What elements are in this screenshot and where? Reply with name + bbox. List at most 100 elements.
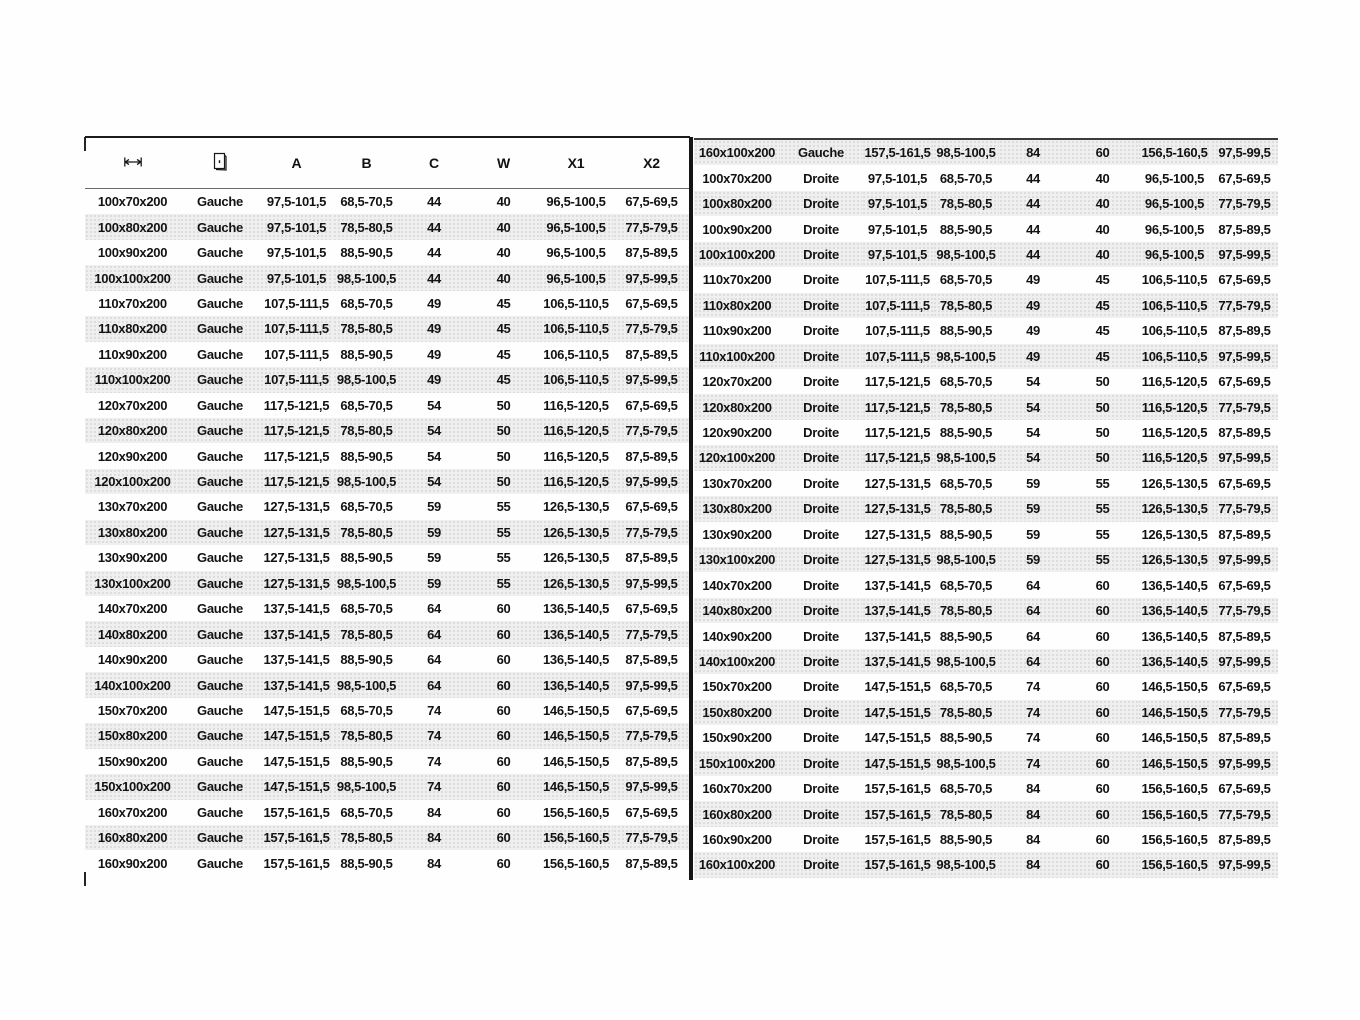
cell: 96,5-100,5 <box>1144 221 1205 237</box>
cell: 77,5-79,5 <box>613 417 690 444</box>
cell: Gauche <box>197 804 243 820</box>
cell: 117,5-121,5 <box>263 448 330 464</box>
cell: 49 <box>999 292 1067 319</box>
cell: 97,5-99,5 <box>613 468 690 495</box>
cell: 84 <box>427 804 441 820</box>
cell: 88,5-90,5 <box>939 628 993 644</box>
table-row: 160x90x200 Droite 157,5-161,5 88,5-90,5 84 60… <box>694 827 1278 852</box>
cell: 40 <box>1095 221 1110 237</box>
cell: Droite <box>803 425 839 441</box>
cell: 116,5-120,5 <box>1141 425 1208 441</box>
droite-table: 160x100x200 Gauche 157,5-161,5 98,5-100,5 84… <box>694 138 1278 878</box>
cell: 117,5-121,5 <box>862 445 933 471</box>
cell: 130x100x200 <box>694 547 780 573</box>
cell: 67,5-69,5 <box>625 702 678 718</box>
cell: 87,5-89,5 <box>625 346 678 362</box>
cell: 100x100x200 <box>85 265 180 291</box>
cell: 87,5-89,5 <box>1218 425 1271 441</box>
column-header-x2: X2 <box>613 137 690 189</box>
cell: 98,5-100,5 <box>333 774 400 800</box>
cell: 107,5-111,5 <box>865 323 930 339</box>
table-row: 140x100x200 Gauche 137,5-141,5 98,5-100,5 64… <box>85 672 690 698</box>
table-row: 100x100x200 Droite 97,5-101,5 98,5-100,5 44 4… <box>694 241 1278 268</box>
table-row: 150x70x200 Gauche 147,5-151,5 68,5-70,5 74 60… <box>85 698 690 723</box>
cell: Gauche <box>180 824 260 851</box>
cell: 146,5-150,5 <box>542 702 610 718</box>
cell: 156,5-160,5 <box>1138 852 1211 878</box>
cell: 49 <box>1026 323 1040 339</box>
cell: 140x90x200 <box>97 652 168 668</box>
cell: 45 <box>496 346 511 362</box>
cell: 140x100x200 <box>694 648 780 675</box>
cell: 156,5-160,5 <box>1141 781 1208 797</box>
table-row: 110x80x200 Droite 107,5-111,5 78,5-80,5 49 45… <box>694 292 1278 319</box>
cell: 49 <box>427 295 441 311</box>
cell: 68,5-70,5 <box>340 295 393 311</box>
cell: 50 <box>1095 425 1110 441</box>
cell: 106,5-110,5 <box>1138 343 1211 369</box>
cell: 55 <box>468 519 539 546</box>
table-row: 160x100x200 Droite 157,5-161,5 98,5-100,5 84… <box>694 852 1278 878</box>
cell: 96,5-100,5 <box>1144 170 1205 186</box>
cell: 74 <box>1026 730 1040 746</box>
cell: 64 <box>1026 628 1040 644</box>
cell: 150x100x200 <box>694 750 780 776</box>
cell: 59 <box>400 519 468 546</box>
cell: 59 <box>999 496 1067 522</box>
cell: 126,5-130,5 <box>1138 547 1211 573</box>
frame-tick-top <box>84 137 86 151</box>
cell: Droite <box>780 394 862 420</box>
cell: 49 <box>1026 272 1040 288</box>
cell: 44 <box>1026 170 1040 186</box>
cell: 67,5-69,5 <box>1218 679 1271 695</box>
table-row: 140x100x200 Droite 137,5-141,5 98,5-100,5 64… <box>694 648 1278 675</box>
cell: Gauche <box>180 774 260 800</box>
cell: 140x80x200 <box>85 621 180 647</box>
cell: 60 <box>1095 628 1110 644</box>
cell: 107,5-111,5 <box>264 346 329 362</box>
cell: Gauche <box>197 448 243 464</box>
cell: 100x100x200 <box>694 241 780 268</box>
table-row: 120x70x200 Gauche 117,5-121,5 68,5-70,5 54 50… <box>85 393 690 418</box>
cell: 77,5-79,5 <box>613 621 690 647</box>
cell: 60 <box>1095 577 1110 593</box>
cell: 54 <box>1026 425 1040 441</box>
table-row: 160x70x200 Droite 157,5-161,5 68,5-70,5 84 60… <box>694 776 1278 801</box>
cell: Droite <box>780 241 862 268</box>
cell: 77,5-79,5 <box>1211 801 1278 827</box>
cell: 150x80x200 <box>694 699 780 726</box>
cell: 40 <box>468 265 539 291</box>
cell: Gauche <box>180 214 260 240</box>
cell: 147,5-151,5 <box>263 702 330 718</box>
cell: 97,5-101,5 <box>260 265 333 291</box>
cell: 106,5-110,5 <box>539 316 613 342</box>
cell: 87,5-89,5 <box>625 550 678 566</box>
cell: 157,5-161,5 <box>862 801 933 827</box>
cell: 88,5-90,5 <box>939 730 993 746</box>
table-row: 160x70x200 Gauche 157,5-161,5 68,5-70,5 84 60… <box>85 800 690 825</box>
cell: 110x70x200 <box>98 295 167 311</box>
cell: 130x70x200 <box>97 499 168 515</box>
cell: Gauche <box>197 601 243 617</box>
cell: Droite <box>803 221 839 237</box>
cell: 136,5-140,5 <box>1141 577 1208 593</box>
cell: 74 <box>427 753 441 769</box>
cell: 147,5-151,5 <box>862 699 933 726</box>
table-row: 100x80x200 Droite 97,5-101,5 78,5-80,5 44 40 9… <box>694 190 1278 217</box>
cell: 87,5-89,5 <box>1218 323 1271 339</box>
cell: 68,5-70,5 <box>939 374 993 390</box>
cell: 60 <box>1067 699 1138 726</box>
cell: 60 <box>1095 679 1110 695</box>
cell: 55 <box>1095 475 1110 491</box>
cell: 137,5-141,5 <box>864 628 931 644</box>
cell: 88,5-90,5 <box>939 323 993 339</box>
cell: 54 <box>999 445 1067 471</box>
cell: 146,5-150,5 <box>539 723 613 749</box>
cell: 44 <box>400 265 468 291</box>
cell: 68,5-70,5 <box>939 781 993 797</box>
cell: Gauche <box>197 652 243 668</box>
cell: 130x80x200 <box>85 519 180 546</box>
cell: Gauche <box>180 723 260 749</box>
cell: 120x100x200 <box>85 468 180 495</box>
cell: 126,5-130,5 <box>542 550 610 566</box>
